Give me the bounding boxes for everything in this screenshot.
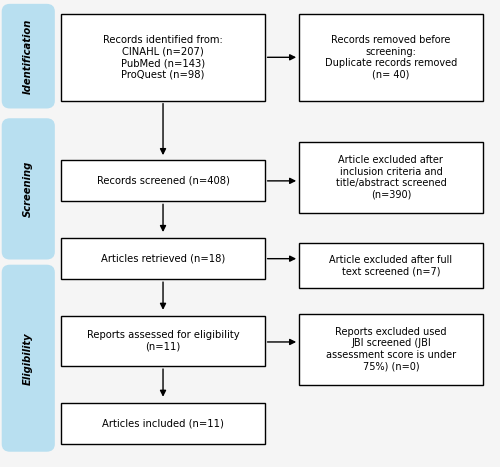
- Text: Records identified from:
CINAHL (n=207)
PubMed (n=143)
ProQuest (n=98): Records identified from: CINAHL (n=207) …: [103, 35, 223, 80]
- FancyBboxPatch shape: [62, 316, 264, 366]
- FancyBboxPatch shape: [299, 314, 483, 384]
- FancyBboxPatch shape: [62, 403, 264, 444]
- Text: Articles retrieved (n=18): Articles retrieved (n=18): [101, 254, 225, 264]
- FancyBboxPatch shape: [2, 5, 54, 108]
- FancyBboxPatch shape: [62, 238, 264, 279]
- FancyBboxPatch shape: [2, 266, 54, 451]
- FancyBboxPatch shape: [299, 142, 483, 213]
- Text: Screening: Screening: [24, 161, 34, 217]
- Text: Records removed before
screening:
Duplicate records removed
(n= 40): Records removed before screening: Duplic…: [325, 35, 457, 80]
- Text: Eligibility: Eligibility: [24, 332, 34, 384]
- Text: Reports assessed for eligibility
(n=11): Reports assessed for eligibility (n=11): [86, 330, 240, 352]
- FancyBboxPatch shape: [299, 14, 483, 101]
- FancyBboxPatch shape: [2, 119, 54, 259]
- Text: Reports excluded used
JBI screened (JBI
assessment score is under
75%) (n=0): Reports excluded used JBI screened (JBI …: [326, 326, 456, 371]
- FancyBboxPatch shape: [62, 14, 264, 101]
- Text: Records screened (n=408): Records screened (n=408): [96, 176, 230, 186]
- Text: Identification: Identification: [24, 19, 34, 94]
- Text: Article excluded after full
text screened (n=7): Article excluded after full text screene…: [330, 255, 452, 276]
- Text: Article excluded after
inclusion criteria and
title/abstract screened
(n=390): Article excluded after inclusion criteri…: [336, 155, 446, 200]
- FancyBboxPatch shape: [62, 160, 264, 201]
- FancyBboxPatch shape: [299, 243, 483, 289]
- Text: Articles included (n=11): Articles included (n=11): [102, 418, 224, 428]
